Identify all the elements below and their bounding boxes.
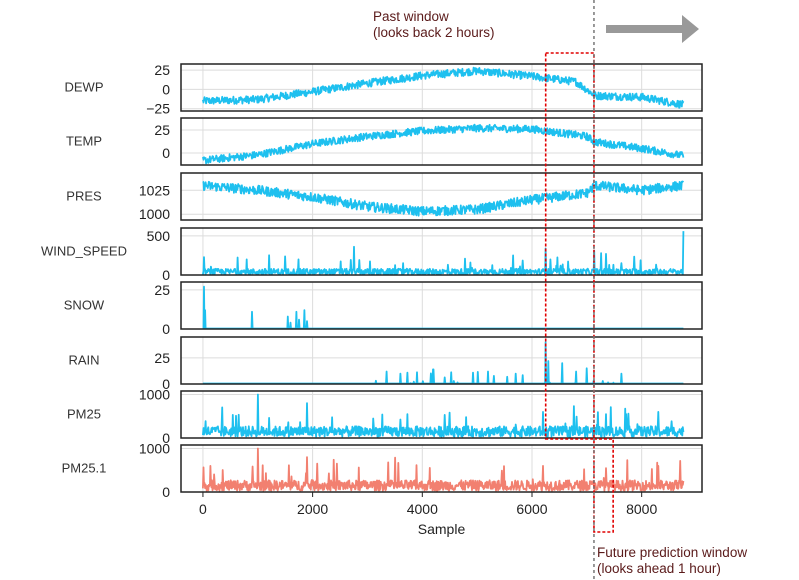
panels-layer: 250−25DEWP250TEMP10251000PRES5000WIND_SP… (41, 62, 703, 500)
y-tick-label: 25 (154, 62, 170, 78)
panel-label: RAIN (68, 353, 99, 368)
future-window-label-line-2: (looks ahead 1 hour) (597, 561, 721, 576)
panel-pm25-1: 1000 0 PM25.1 (62, 440, 703, 500)
panel-frame (180, 63, 703, 112)
panel-label: TEMP (66, 134, 102, 149)
panel-frame (180, 444, 703, 493)
future-window-box (593, 438, 614, 533)
x-axis: 0 2000 4000 6000 8000 (199, 492, 657, 517)
y-tick-label: 1000 (139, 386, 170, 402)
panel-frame (180, 172, 703, 221)
x-tick-label: 6000 (516, 501, 547, 517)
y-tick-label: 0 (162, 376, 170, 392)
series-line (202, 393, 685, 438)
panel-label: DEWP (65, 80, 104, 95)
panel-label: PM25 (67, 407, 101, 422)
series-line (202, 341, 684, 385)
y-tick-label: 1000 (139, 440, 170, 456)
x-tick-label: 8000 (626, 501, 657, 517)
y-tick-label: 0 (162, 81, 170, 97)
panel-pres: 1025 1000 PRES (66, 172, 703, 222)
arrow-right-icon (606, 15, 699, 43)
x-tick-label: 2000 (297, 501, 328, 517)
y-tick-label: 0 (162, 321, 170, 337)
panel-dewp: 25 0 −25 DEWP (65, 62, 703, 117)
x-tick-label: 4000 (407, 501, 438, 517)
y-tick-label: 25 (154, 282, 170, 298)
panel-frame (180, 336, 703, 385)
y-tick-label: 1025 (139, 182, 170, 198)
y-tick-label: −25 (146, 101, 170, 117)
y-tick-label: 0 (162, 267, 170, 283)
x-axis-label: Sample (418, 521, 466, 537)
y-tick-label: 0 (162, 145, 170, 161)
panel-rain: 25 0 RAIN (68, 336, 703, 392)
panel-frame (180, 227, 703, 276)
panel-label: PRES (66, 189, 102, 204)
series-line (202, 231, 685, 276)
series-line (202, 180, 685, 217)
panel-label: WIND_SPEED (41, 244, 127, 259)
panel-wind-speed: 500 0 WIND_SPEED (41, 227, 703, 283)
panel-frame (180, 281, 703, 330)
y-tick-label: 1000 (139, 206, 170, 222)
window-overlay: Past window(looks back 2 hours) Future pr… (373, 0, 747, 580)
panel-label: PM25.1 (62, 461, 107, 476)
series-line (202, 285, 684, 330)
series-line (202, 66, 685, 109)
past-window-label-line-1: Past window (373, 9, 449, 24)
x-tick-label: 0 (199, 501, 207, 517)
panel-temp: 25 0 TEMP (66, 117, 703, 166)
y-tick-label: 0 (162, 484, 170, 500)
y-tick-label: 25 (154, 350, 170, 366)
y-tick-label: 500 (147, 228, 171, 244)
panel-frame (180, 390, 703, 439)
future-window-label-line-1: Future prediction window (597, 545, 747, 560)
y-tick-label: 0 (162, 430, 170, 446)
panel-snow: 25 0 SNOW (64, 281, 703, 337)
panel-label: SNOW (64, 298, 105, 313)
panel-pm25: 1000 0 PM25 (67, 386, 703, 446)
past-window-label-line-2: (looks back 2 hours) (373, 25, 495, 40)
series-line (202, 123, 685, 165)
y-tick-label: 25 (154, 122, 170, 138)
panel-frame (180, 117, 703, 166)
series-line (202, 447, 685, 492)
